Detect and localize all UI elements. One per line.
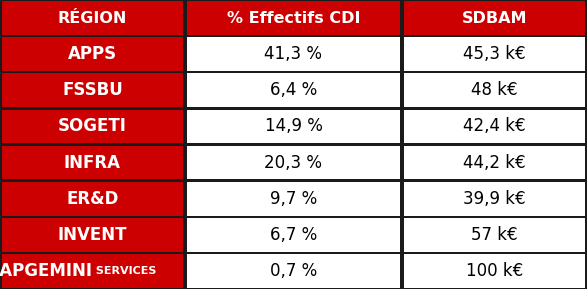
Bar: [0, 181, 185, 217]
Bar: [2, 218, 183, 252]
Text: % Effectifs CDI: % Effectifs CDI: [227, 11, 360, 25]
Bar: [402, 108, 587, 144]
Bar: [187, 110, 400, 143]
Text: INVENT: INVENT: [58, 226, 127, 244]
Bar: [187, 254, 400, 288]
Bar: [402, 0, 587, 36]
Bar: [185, 0, 402, 36]
Text: 14,9 %: 14,9 %: [265, 117, 322, 136]
Bar: [402, 181, 587, 217]
Bar: [404, 73, 585, 107]
Bar: [404, 37, 585, 71]
Bar: [404, 182, 585, 216]
Text: 41,3 %: 41,3 %: [265, 45, 322, 63]
Text: 48 k€: 48 k€: [471, 81, 518, 99]
Text: 9,7 %: 9,7 %: [270, 190, 317, 208]
Bar: [187, 1, 400, 35]
Bar: [2, 1, 183, 35]
Bar: [0, 0, 185, 36]
Text: 45,3 k€: 45,3 k€: [463, 45, 526, 63]
Text: SDBAM: SDBAM: [462, 11, 527, 25]
Bar: [185, 72, 402, 108]
Bar: [185, 217, 402, 253]
Bar: [185, 253, 402, 289]
Bar: [187, 37, 400, 71]
Bar: [2, 146, 183, 179]
Text: SOGETI: SOGETI: [58, 117, 127, 136]
Bar: [404, 1, 585, 35]
Text: 6,7 %: 6,7 %: [270, 226, 317, 244]
Bar: [402, 144, 587, 181]
Bar: [404, 110, 585, 143]
Text: FSSBU: FSSBU: [62, 81, 123, 99]
Bar: [187, 73, 400, 107]
Bar: [2, 182, 183, 216]
Bar: [404, 254, 585, 288]
Bar: [0, 217, 185, 253]
Bar: [0, 108, 185, 144]
Text: ER&D: ER&D: [66, 190, 119, 208]
Text: INFRA: INFRA: [64, 153, 121, 172]
Text: 57 k€: 57 k€: [471, 226, 518, 244]
Text: 42,4 k€: 42,4 k€: [463, 117, 526, 136]
Bar: [185, 181, 402, 217]
Bar: [185, 108, 402, 144]
Bar: [402, 72, 587, 108]
Text: 20,3 %: 20,3 %: [265, 153, 322, 172]
Bar: [404, 218, 585, 252]
Text: CAPGEMINI: CAPGEMINI: [0, 262, 93, 280]
Bar: [0, 72, 185, 108]
Text: APPS: APPS: [68, 45, 117, 63]
Bar: [404, 146, 585, 179]
Bar: [402, 36, 587, 72]
Bar: [402, 253, 587, 289]
Text: 100 k€: 100 k€: [466, 262, 523, 280]
Text: 39,9 k€: 39,9 k€: [463, 190, 526, 208]
Bar: [187, 218, 400, 252]
Bar: [2, 37, 183, 71]
Bar: [2, 73, 183, 107]
Bar: [0, 36, 185, 72]
Text: RÉGION: RÉGION: [58, 11, 127, 25]
Bar: [402, 217, 587, 253]
Bar: [187, 182, 400, 216]
Text: 0,7 %: 0,7 %: [270, 262, 317, 280]
Text: 6,4 %: 6,4 %: [270, 81, 317, 99]
Bar: [185, 36, 402, 72]
Bar: [2, 110, 183, 143]
Text: SERVICES: SERVICES: [93, 266, 157, 276]
Bar: [187, 146, 400, 179]
Bar: [0, 253, 185, 289]
Bar: [2, 254, 183, 288]
Bar: [185, 144, 402, 181]
Text: 44,2 k€: 44,2 k€: [463, 153, 526, 172]
Bar: [0, 144, 185, 181]
